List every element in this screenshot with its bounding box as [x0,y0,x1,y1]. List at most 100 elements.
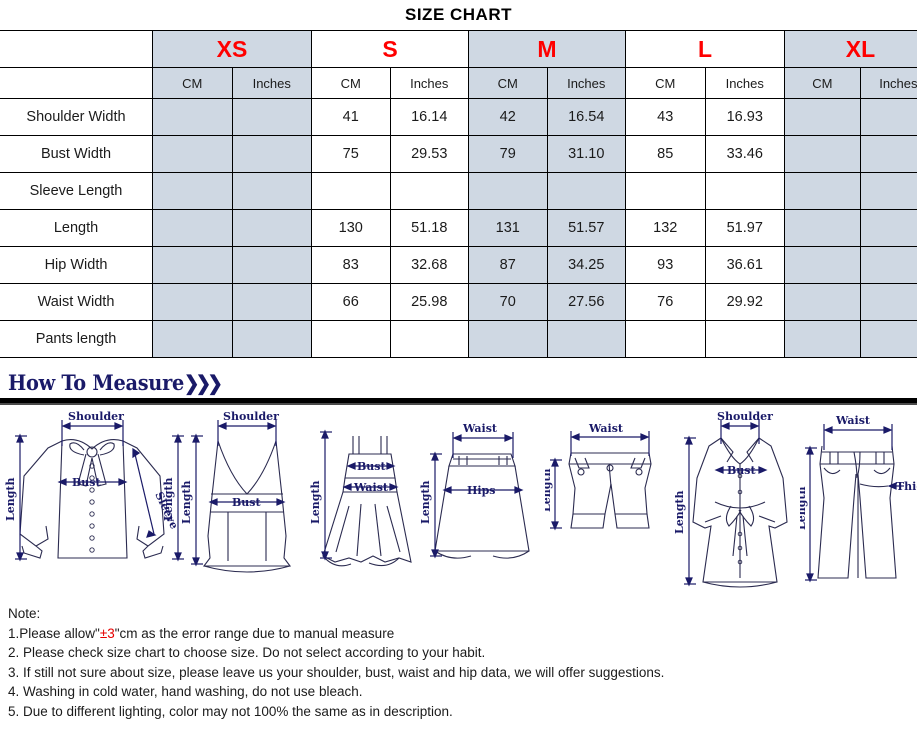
label-bust: Bust [727,464,756,477]
label-shoulder: Shoulder [717,410,773,423]
cell [231,320,312,358]
cell [625,172,706,210]
table-row: Hip Width 83 32.68 87 34.25 93 36.61 [0,246,917,284]
size-header-l: L [625,30,785,68]
cell [389,172,469,210]
illustration-strap-dress: Bust Waist Length [305,406,425,596]
cell: 51.57 [546,209,626,247]
note-1-part-a: 1.Please allow" [8,625,100,641]
cell [152,135,233,173]
cell: 16.93 [704,98,785,136]
how-to-measure-heading: How To Measure❯❯❯ [8,370,223,395]
page-title: SIZE CHART [405,5,512,24]
label-shoulder: Shoulder [68,410,124,423]
unit-cell-xs-inches: Inches [231,67,312,99]
cell: 25.98 [389,283,469,321]
illustration-trench-coat: Shoulder Bust Length [675,406,805,596]
label-bust: Bust [357,460,386,473]
measurement-illustrations: Shoulder Bust Length Length Sleeve [0,406,917,596]
row-label: Length [0,209,153,247]
cell [231,283,312,321]
size-header-xl: XL [784,30,917,68]
cell [859,98,917,136]
cell: 33.46 [704,135,785,173]
unit-header-row: CM Inches CM Inches CM Inches CM Inches … [0,67,917,99]
size-header-row: XS S M L XL [0,30,917,68]
table-row: Pants length [0,320,917,358]
cell [546,172,626,210]
tank-top-icon: Shoulder Bust Length [180,410,292,573]
illustration-shorts: Waist Length [545,406,680,596]
cell: 132 [625,209,706,247]
cell: 29.53 [389,135,469,173]
note-1-tolerance: ±3 [99,625,115,641]
cell [468,320,548,358]
cell [859,320,917,358]
size-label: L [697,35,713,62]
label-bust: Bust [72,476,101,489]
size-label: XS [216,35,248,62]
label-thigh: Thigh [896,480,917,493]
cell: 83 [311,246,391,284]
cell [152,283,233,321]
chevron-right-icon: ❯❯❯ [184,371,223,395]
size-header-m: M [468,30,626,68]
note-1-part-b: "cm as the error range due to manual mea… [114,625,395,641]
table-corner-cell [0,30,153,68]
table-row: Bust Width 75 29.53 79 31.10 85 33.46 [0,135,917,173]
unit-cell-l-inches: Inches [704,67,785,99]
unit-cell-s-inches: Inches [389,67,469,99]
cell: 70 [468,283,548,321]
cell [152,209,233,247]
cell: 51.97 [704,209,785,247]
illustration-blouse-with-bow: Shoulder Bust Length Length Sleeve [0,406,185,596]
cell: 36.61 [704,246,785,284]
note-line-1: 1.Please allow"±3"cm as the error range … [8,624,917,644]
cell: 93 [625,246,706,284]
cell [859,246,917,284]
cell [784,246,861,284]
pants-icon: Waist Thigh Length [800,414,917,583]
cell [231,209,312,247]
cell: 42 [468,98,548,136]
cell: 34.25 [546,246,626,284]
cell: 76 [625,283,706,321]
notes-heading: Note: [8,606,41,621]
row-label: Pants length [0,320,153,358]
label-length: Length [309,480,322,524]
shorts-icon: Waist Length [545,422,652,531]
cell: 66 [311,283,391,321]
cell: 87 [468,246,548,284]
cell [784,98,861,136]
cell [704,320,785,358]
note-line-4: 4. Washing in cold water, hand washing, … [8,684,363,699]
cell [546,320,626,358]
cell: 27.56 [546,283,626,321]
size-table-body: XS S M L XL CM Inches CM Inches CM Inche… [0,30,917,358]
label-length: Length [419,480,432,524]
size-header-s: S [311,30,469,68]
cell [231,135,312,173]
blouse-with-bow-icon: Shoulder Bust Length Length Sleeve [4,410,184,562]
table-row: Waist Width 66 25.98 70 27.56 76 29.92 [0,283,917,321]
cell: 32.68 [389,246,469,284]
cell [468,172,548,210]
label-waist: Waist [462,422,498,435]
cell [859,135,917,173]
label-hips: Hips [467,484,495,497]
label-waist: Waist [353,481,389,494]
skirt-icon: Waist Hips Length [419,422,530,559]
unit-cell-l-cm: CM [625,67,706,99]
size-chart-table: XS S M L XL CM Inches CM Inches CM Inche… [0,30,917,358]
label-length: Length [162,477,175,521]
label-waist: Waist [835,414,871,427]
label-length: Length [180,480,193,524]
label-length: Length [675,490,686,534]
cell: 41 [311,98,391,136]
cell [231,172,312,210]
cell: 31.10 [546,135,626,173]
row-label: Sleeve Length [0,172,153,210]
cell [389,320,469,358]
cell: 16.54 [546,98,626,136]
